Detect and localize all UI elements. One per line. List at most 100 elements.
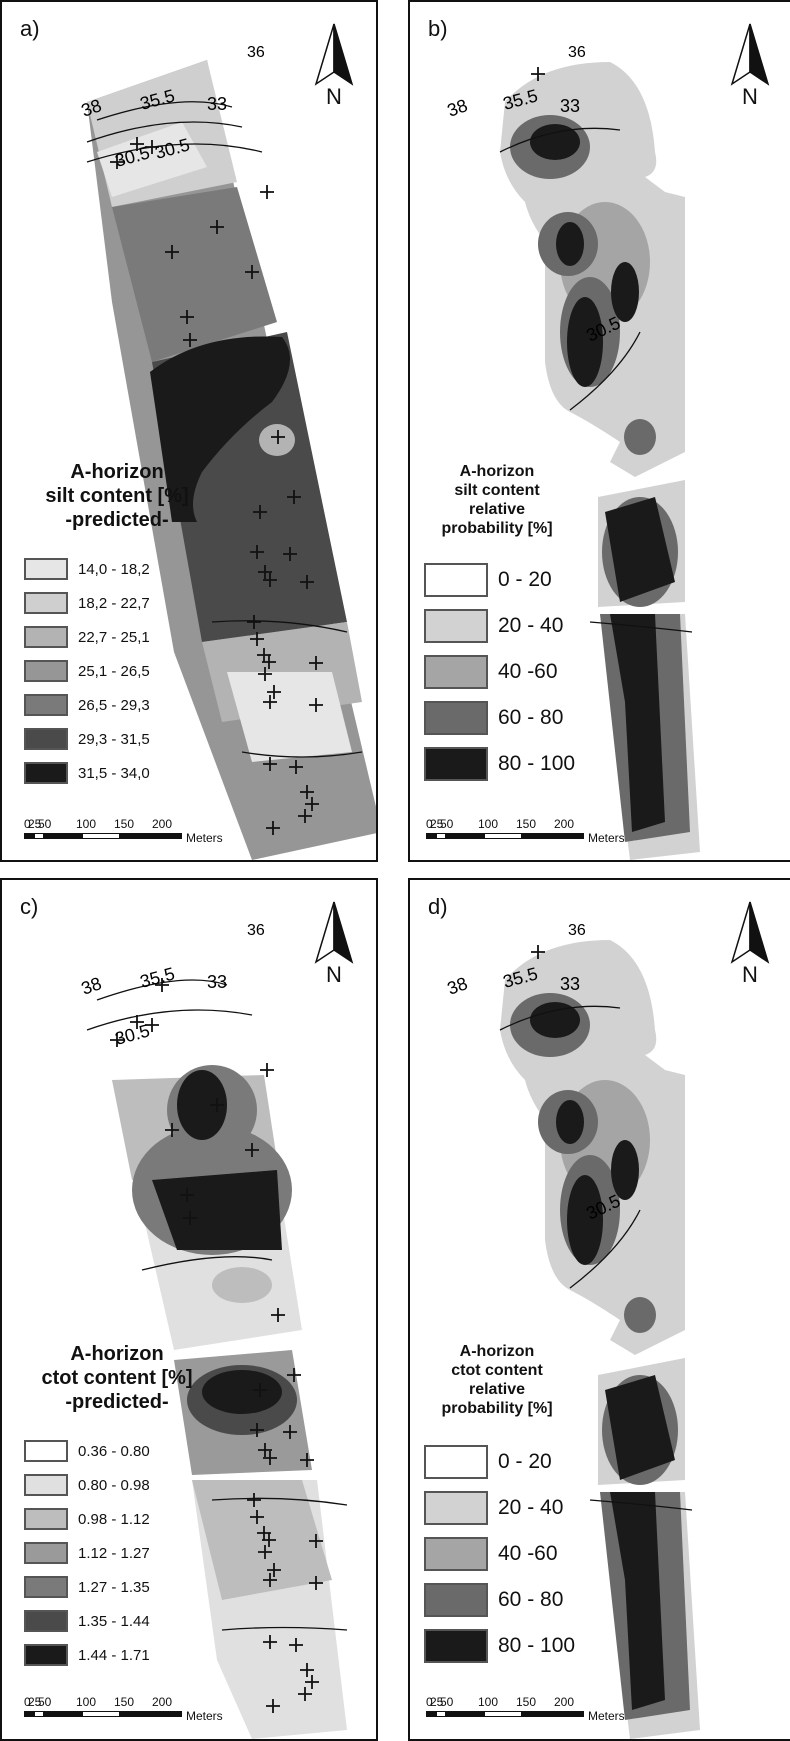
sample-point-marker [283, 547, 297, 561]
legend-swatch [24, 728, 68, 750]
sample-point-marker [287, 490, 301, 504]
sample-point-marker [130, 1015, 144, 1029]
prob-zone-80-100 [556, 222, 584, 266]
scale-bar-graphic [24, 1711, 182, 1719]
scale-tick-label: 25 [430, 1695, 444, 1709]
prob-zone-80-100 [530, 1002, 580, 1038]
sample-point-marker [305, 797, 319, 811]
sample-points [110, 978, 323, 1713]
scale-bar-graphic [24, 833, 182, 841]
legend-swatch [424, 563, 488, 597]
legend-swatch [24, 1576, 68, 1598]
legend: 0.36 - 0.80 0.80 - 0.98 0.98 - 1.12 1.12 - … [24, 1440, 150, 1678]
scale-tick-label: 25 [430, 817, 444, 831]
prob-zone-60-80 [624, 1297, 656, 1333]
legend-swatch [24, 592, 68, 614]
legend-label: 80 - 100 [498, 752, 576, 775]
legend-label: 20 - 40 [498, 1496, 564, 1519]
sample-point-marker [258, 1545, 272, 1559]
scale-unit: Meters [588, 1709, 625, 1723]
sample-point-marker [183, 333, 197, 347]
legend-item: 20 - 40 [424, 1491, 575, 1525]
sample-point-marker [298, 1687, 312, 1701]
sample-point-marker [305, 1675, 319, 1689]
legend-swatch [24, 1542, 68, 1564]
contour-line [589, 1499, 693, 1511]
contour-label-33: 33 [560, 96, 580, 116]
panel-label: b) [428, 16, 448, 41]
legend-item: 0.80 - 0.98 [24, 1474, 150, 1496]
sample-point-marker [250, 632, 264, 646]
legend-label: 22,7 - 25,1 [78, 628, 150, 646]
legend-title-line: relative [468, 501, 526, 518]
legend: 14,0 - 18,2 18,2 - 22,7 22,7 - 25,1 25,1 - … [24, 558, 150, 796]
sample-point-marker [262, 655, 276, 669]
sample-point-marker [145, 1018, 159, 1032]
sample-point-marker [300, 1453, 314, 1467]
legend-item: 80 - 100 [424, 1629, 575, 1663]
panel-label: d) [428, 894, 448, 919]
legend-swatch [24, 1440, 68, 1462]
contour-label-36: 36 [568, 44, 586, 61]
north-arrow: N [310, 898, 358, 988]
legend-swatch [424, 1629, 488, 1663]
legend-label: 0.36 - 0.80 [78, 1442, 150, 1460]
sample-point-marker [271, 1308, 285, 1322]
north-arrow-icon [730, 23, 770, 86]
legend-label: 60 - 80 [498, 1588, 564, 1611]
legend-item: 1.27 - 1.35 [24, 1576, 150, 1598]
map-zone-22-25-spot [259, 424, 295, 456]
sample-point-marker [298, 809, 312, 823]
legend-label: 31,5 - 34,0 [78, 764, 150, 782]
scale-tick-label: 200 [554, 1695, 575, 1709]
legend-swatch [424, 1445, 488, 1479]
legend-item: 29,3 - 31,5 [24, 728, 150, 750]
legend-title-line: -predicted- [65, 1391, 169, 1413]
scale-bar: 0 25 50 100 150 200 Meters [24, 1695, 223, 1723]
prob-zone-60-80 [624, 419, 656, 455]
map-zone-26-29 [112, 187, 277, 362]
legend-title-line: A-horizon [459, 1343, 535, 1360]
sample-point-marker [180, 1188, 194, 1202]
legend-title-line: A-horizon [70, 461, 164, 483]
legend-item: 0 - 20 [424, 563, 575, 597]
legend-label: 80 - 100 [498, 1634, 576, 1657]
contour-label-36: 36 [568, 922, 586, 939]
prob-zone-80-100 [611, 1140, 639, 1200]
contour-label-38: 38 [445, 973, 471, 999]
prob-zone-80-100 [567, 297, 603, 387]
scale-tick-label: 100 [76, 1695, 97, 1709]
scale-tick-label: 150 [114, 817, 135, 831]
sample-point-marker [180, 310, 194, 324]
legend-label: 1.44 - 1.71 [78, 1646, 150, 1664]
legend-title-line: ctot content [%] [41, 1367, 193, 1389]
contour-label-33: 33 [207, 972, 227, 992]
sample-point-marker [253, 505, 267, 519]
sample-point-marker [183, 1211, 197, 1225]
contour-line [569, 1209, 641, 1289]
scale-bar: 0 25 50 100 150 200 Meters [426, 817, 625, 845]
silt-probability-map: 38 35.5 33 30.5 36 [445, 44, 700, 860]
scale-tick-label: 100 [478, 817, 499, 831]
sample-point-marker [266, 1699, 280, 1713]
contour-line [241, 751, 363, 758]
contour-line [499, 127, 621, 153]
contour-line [569, 331, 641, 411]
sample-point-marker [260, 1063, 274, 1077]
legend-swatch [24, 1644, 68, 1666]
legend-swatch [424, 1491, 488, 1525]
sample-point-marker [250, 1423, 264, 1437]
sample-point-marker [263, 757, 277, 771]
scale-unit: Meters [186, 831, 223, 845]
north-label: N [742, 962, 758, 987]
north-arrow: N [726, 20, 774, 110]
scale-tick-label: 25 [28, 817, 42, 831]
sample-point-marker [287, 1368, 301, 1382]
scale-tick-label: 0 [24, 1695, 31, 1709]
north-arrow: N [726, 898, 774, 988]
legend-item: 60 - 80 [424, 1583, 575, 1617]
sample-point-marker [210, 1098, 224, 1112]
sample-point-marker [309, 1576, 323, 1590]
prob-zone-80-100 [610, 1492, 665, 1710]
map-zone-144-171 [152, 1170, 282, 1250]
